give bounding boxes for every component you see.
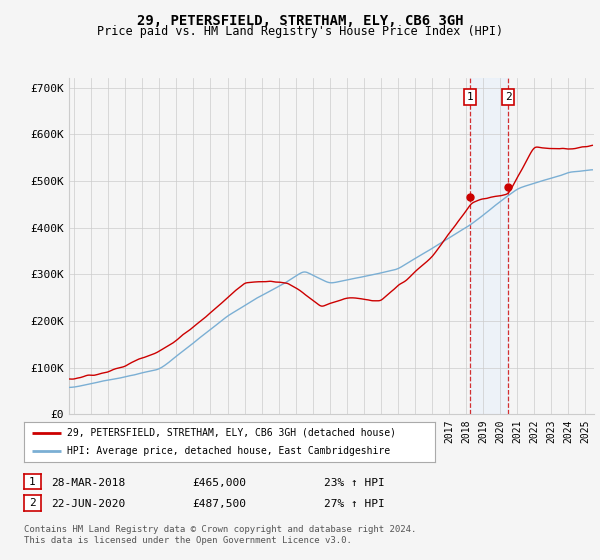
Text: 2: 2 — [505, 92, 512, 102]
Text: 22-JUN-2020: 22-JUN-2020 — [51, 499, 125, 509]
Text: Price paid vs. HM Land Registry's House Price Index (HPI): Price paid vs. HM Land Registry's House … — [97, 25, 503, 38]
Text: 27% ↑ HPI: 27% ↑ HPI — [324, 499, 385, 509]
Bar — [470, 78, 508, 414]
Text: £465,000: £465,000 — [192, 478, 246, 488]
Text: 2: 2 — [29, 498, 36, 508]
Text: 29, PETERSFIELD, STRETHAM, ELY, CB6 3GH: 29, PETERSFIELD, STRETHAM, ELY, CB6 3GH — [137, 14, 463, 28]
Text: 29, PETERSFIELD, STRETHAM, ELY, CB6 3GH (detached house): 29, PETERSFIELD, STRETHAM, ELY, CB6 3GH … — [67, 428, 396, 437]
Text: £487,500: £487,500 — [192, 499, 246, 509]
Text: 28-MAR-2018: 28-MAR-2018 — [51, 478, 125, 488]
Text: HPI: Average price, detached house, East Cambridgeshire: HPI: Average price, detached house, East… — [67, 446, 390, 456]
Text: 23% ↑ HPI: 23% ↑ HPI — [324, 478, 385, 488]
Text: 1: 1 — [467, 92, 473, 102]
Text: 1: 1 — [29, 477, 36, 487]
Text: Contains HM Land Registry data © Crown copyright and database right 2024.
This d: Contains HM Land Registry data © Crown c… — [24, 525, 416, 545]
